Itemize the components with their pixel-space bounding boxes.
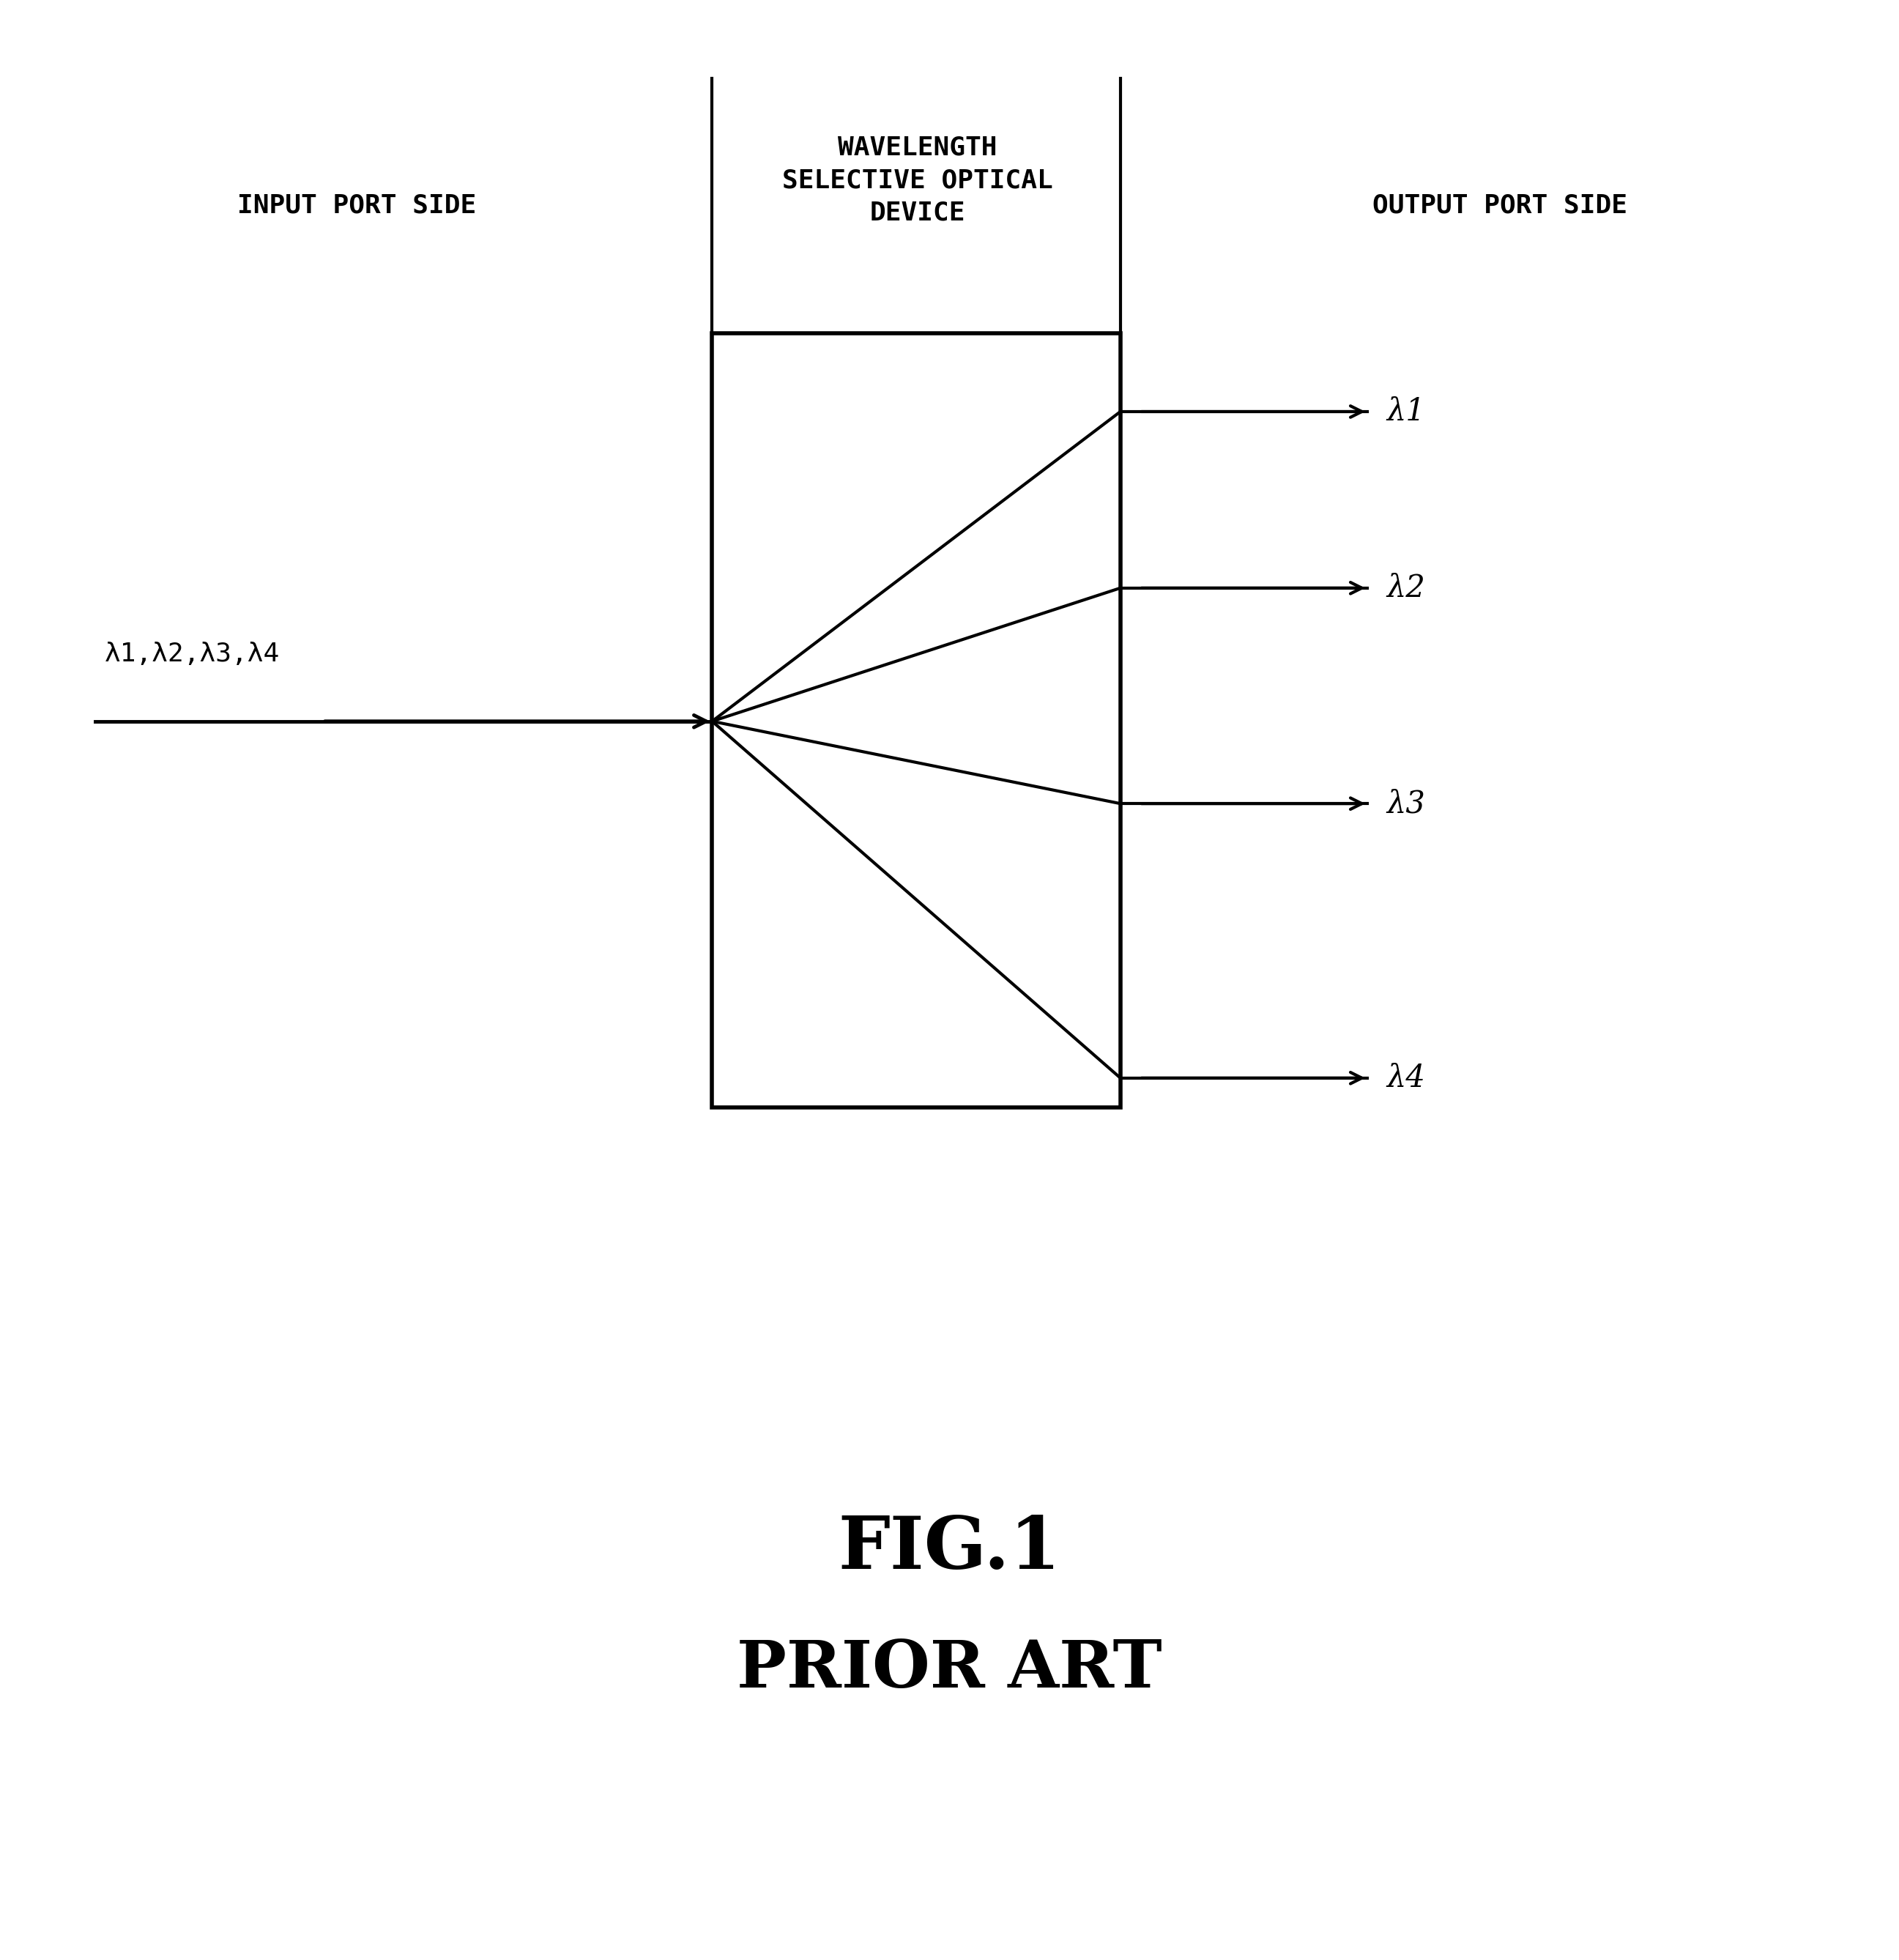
Text: λ2: λ2 — [1386, 572, 1424, 604]
Text: PRIOR ART: PRIOR ART — [737, 1639, 1162, 1701]
Text: INPUT PORT SIDE: INPUT PORT SIDE — [237, 194, 477, 218]
Text: OUTPUT PORT SIDE: OUTPUT PORT SIDE — [1373, 194, 1627, 218]
Text: λ1,λ2,λ3,λ4: λ1,λ2,λ3,λ4 — [104, 641, 279, 666]
Text: WAVELENGTH
SELECTIVE OPTICAL
DEVICE: WAVELENGTH SELECTIVE OPTICAL DEVICE — [782, 135, 1052, 225]
Bar — [712, 333, 1120, 1107]
Text: λ1: λ1 — [1386, 396, 1424, 427]
Text: λ3: λ3 — [1386, 788, 1424, 819]
Text: FIG.1: FIG.1 — [837, 1513, 1062, 1584]
Text: λ4: λ4 — [1386, 1062, 1424, 1094]
